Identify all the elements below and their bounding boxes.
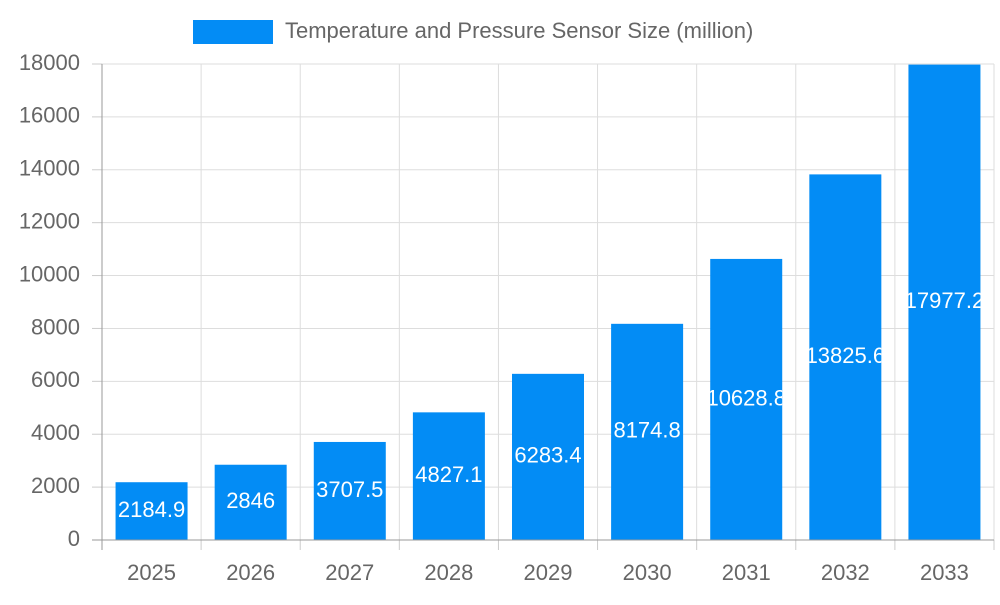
bar bbox=[611, 323, 684, 540]
y-tick-label: 8000 bbox=[31, 314, 80, 339]
legend-label: Temperature and Pressure Sensor Size (mi… bbox=[285, 18, 753, 43]
y-tick-label: 18000 bbox=[19, 50, 80, 75]
data-label: 8174.8 bbox=[613, 418, 680, 443]
bar bbox=[115, 482, 188, 540]
data-label: 2184.9 bbox=[118, 497, 185, 522]
data-label: 2846 bbox=[226, 488, 275, 513]
x-tick-label: 2030 bbox=[623, 560, 672, 585]
bar bbox=[412, 412, 485, 540]
legend-swatch bbox=[193, 20, 273, 44]
x-tick-label: 2028 bbox=[424, 560, 473, 585]
x-tick-label: 2026 bbox=[226, 560, 275, 585]
y-tick-label: 2000 bbox=[31, 473, 80, 498]
bar bbox=[512, 373, 584, 540]
data-label: 3707.5 bbox=[316, 477, 383, 502]
data-label: 10628.8 bbox=[706, 385, 786, 410]
y-tick-label: 4000 bbox=[31, 420, 80, 445]
bar bbox=[710, 258, 783, 540]
y-tick-label: 0 bbox=[68, 526, 80, 551]
bar bbox=[214, 464, 287, 540]
data-label: 4827.1 bbox=[415, 462, 482, 487]
y-tick-label: 6000 bbox=[31, 367, 80, 392]
bar bbox=[809, 174, 882, 540]
y-tick-label: 14000 bbox=[19, 156, 80, 181]
x-tick-label: 2029 bbox=[524, 560, 573, 585]
x-tick-label: 2027 bbox=[325, 560, 374, 585]
x-tick-label: 2031 bbox=[722, 560, 771, 585]
bar bbox=[313, 441, 386, 540]
y-tick-label: 12000 bbox=[19, 208, 80, 233]
data-label: 17977.2 bbox=[905, 288, 985, 313]
data-label: 13825.6 bbox=[806, 343, 886, 368]
y-tick-label: 10000 bbox=[19, 261, 80, 286]
x-tick-label: 2025 bbox=[127, 560, 176, 585]
bar bbox=[908, 64, 981, 540]
x-tick-label: 2033 bbox=[920, 560, 969, 585]
x-tick-label: 2032 bbox=[821, 560, 870, 585]
y-tick-label: 16000 bbox=[19, 103, 80, 128]
data-label: 6283.4 bbox=[514, 443, 581, 468]
